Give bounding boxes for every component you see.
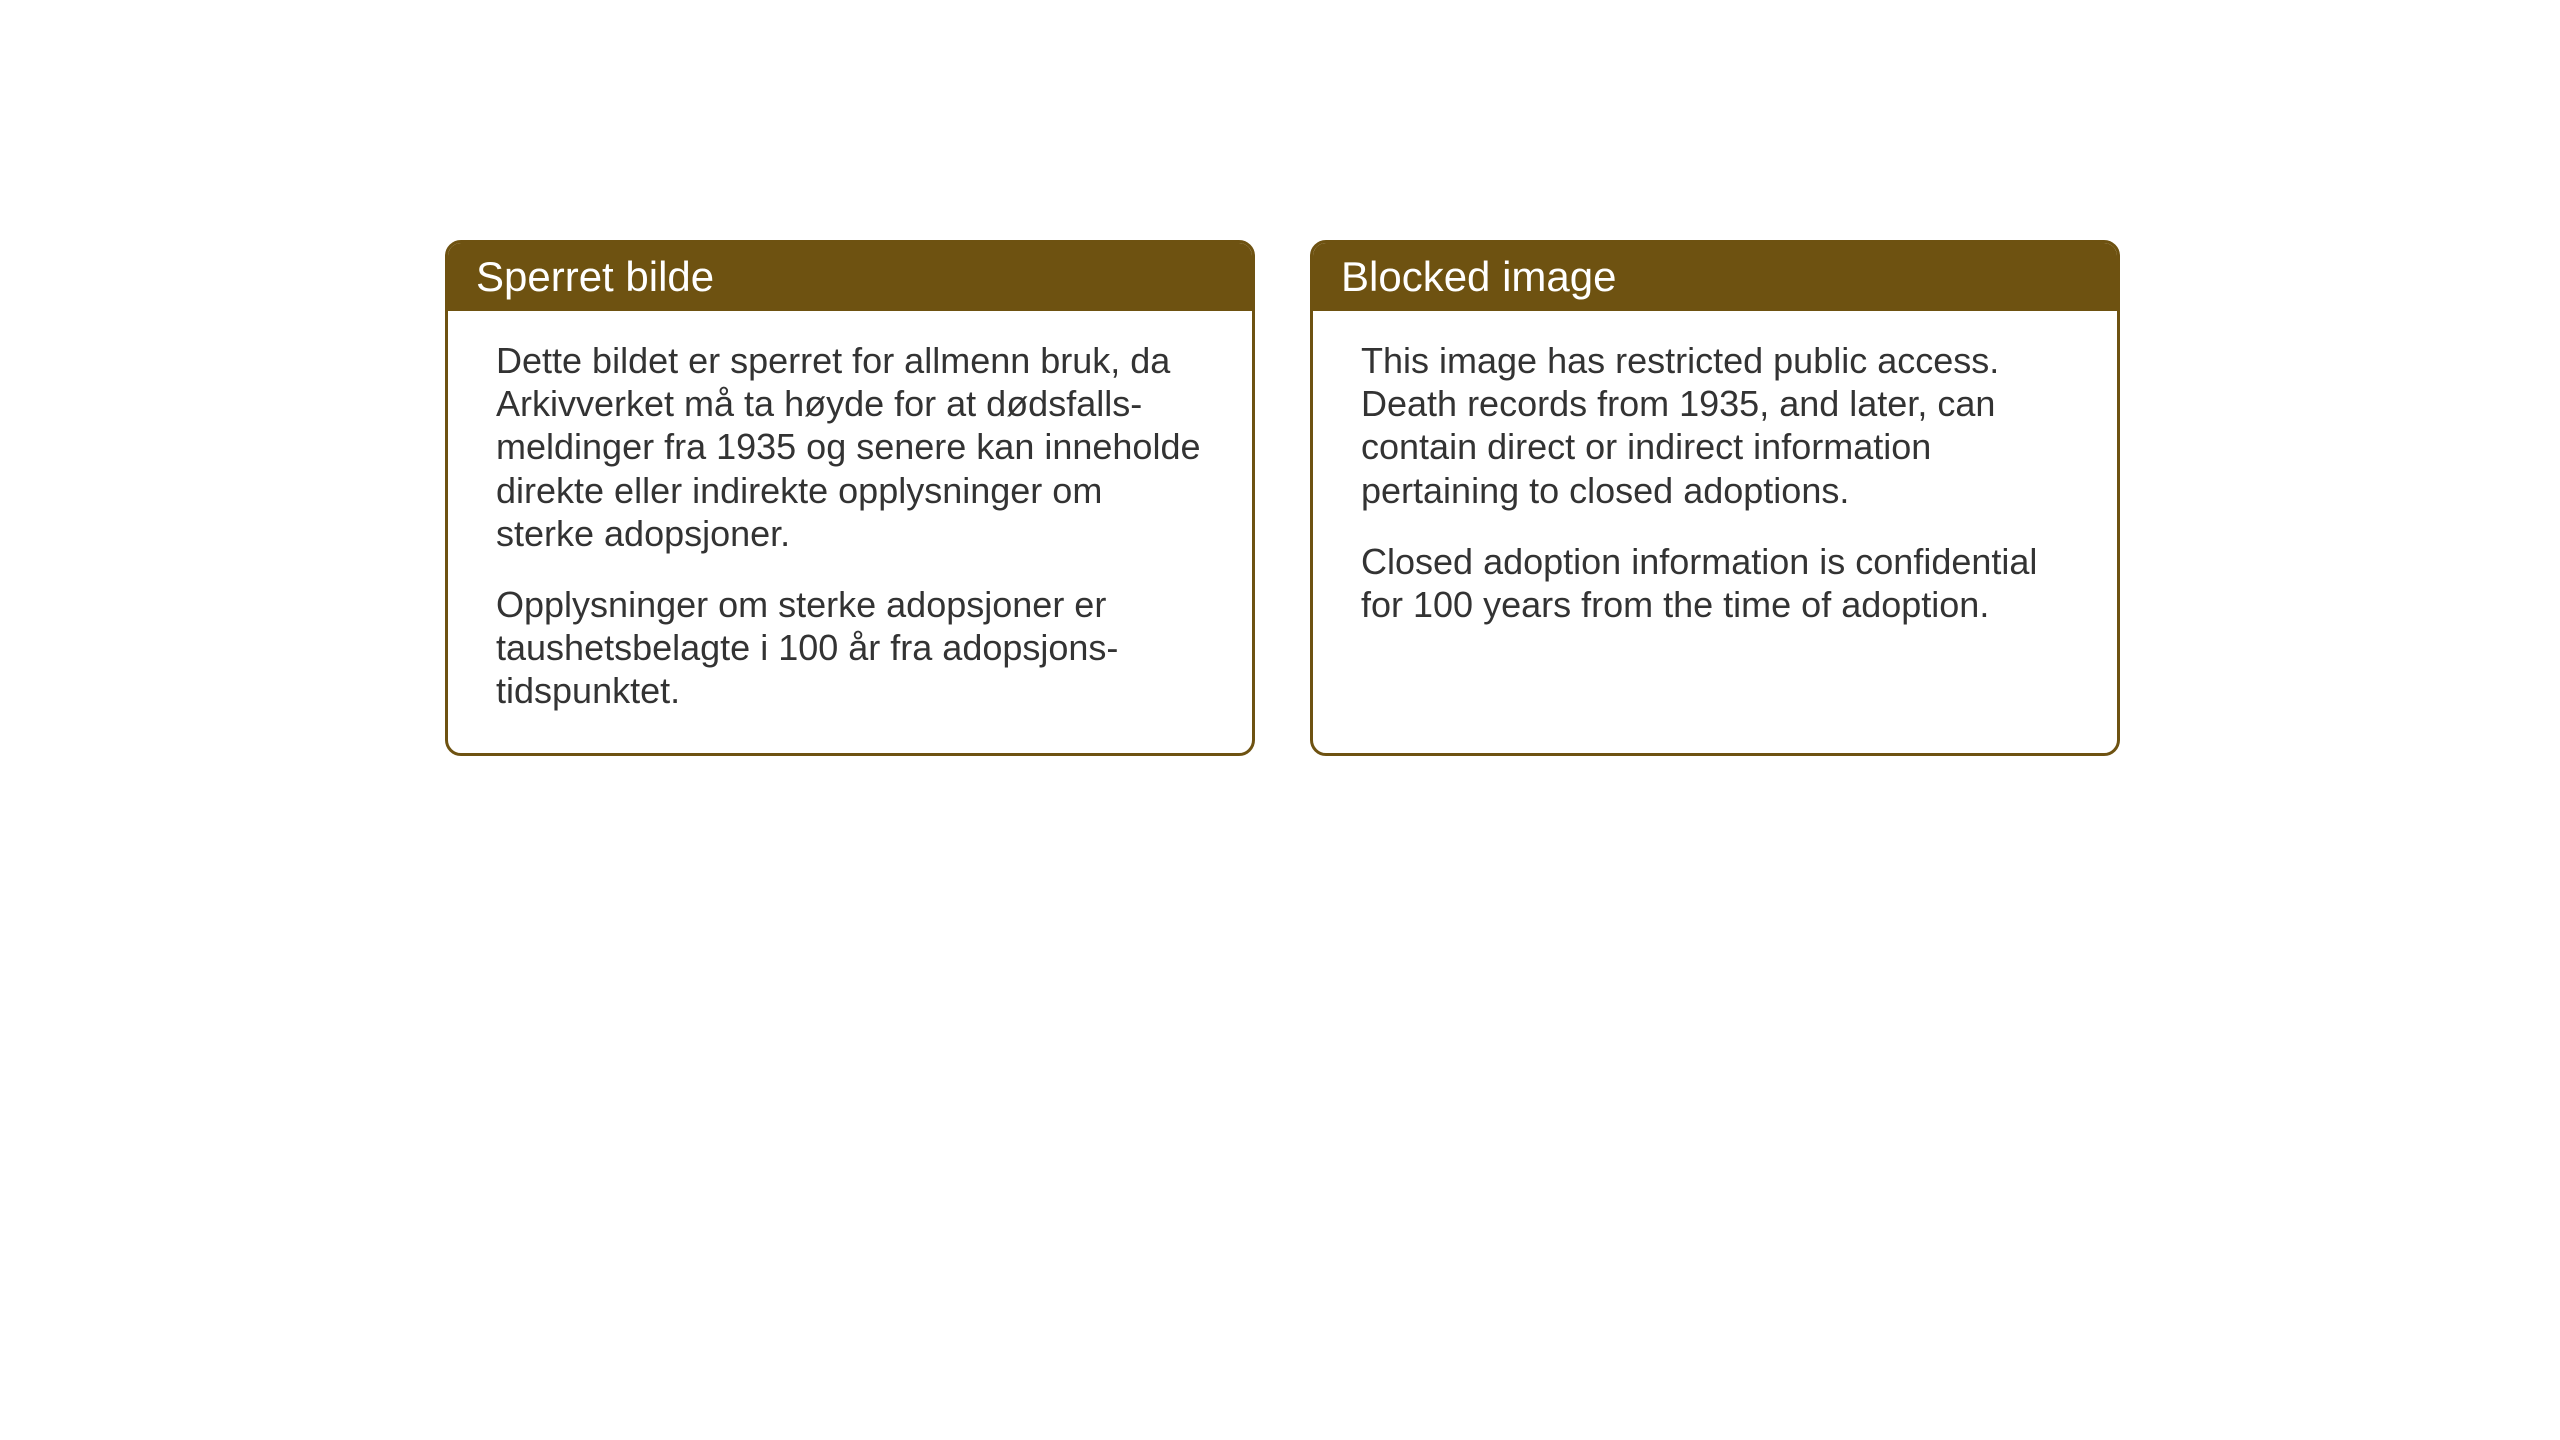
norwegian-paragraph-1: Dette bildet er sperret for allmenn bruk… xyxy=(496,339,1204,555)
norwegian-card-title: Sperret bilde xyxy=(476,253,714,300)
norwegian-card-body: Dette bildet er sperret for allmenn bruk… xyxy=(448,311,1252,753)
english-paragraph-2: Closed adoption information is confident… xyxy=(1361,540,2069,626)
english-card-header: Blocked image xyxy=(1313,243,2117,311)
norwegian-notice-card: Sperret bilde Dette bildet er sperret fo… xyxy=(445,240,1255,756)
norwegian-card-header: Sperret bilde xyxy=(448,243,1252,311)
norwegian-paragraph-2: Opplysninger om sterke adopsjoner er tau… xyxy=(496,583,1204,713)
english-notice-card: Blocked image This image has restricted … xyxy=(1310,240,2120,756)
english-card-title: Blocked image xyxy=(1341,253,1616,300)
english-paragraph-1: This image has restricted public access.… xyxy=(1361,339,2069,512)
cards-container: Sperret bilde Dette bildet er sperret fo… xyxy=(445,240,2120,756)
english-card-body: This image has restricted public access.… xyxy=(1313,311,2117,736)
